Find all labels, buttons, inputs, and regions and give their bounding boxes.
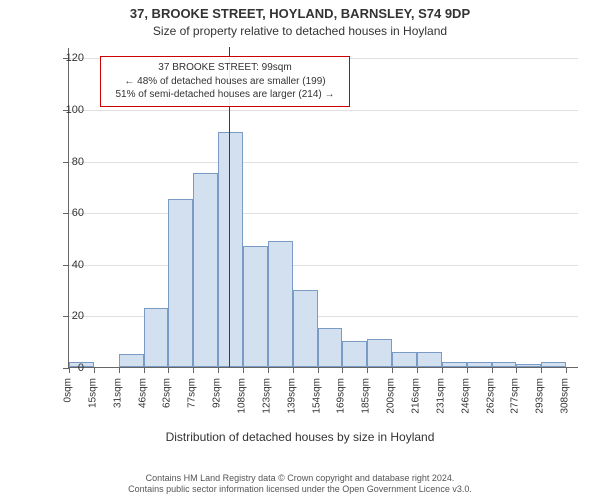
- title-line-2: Size of property relative to detached ho…: [0, 24, 600, 38]
- infobox-line-2: ← 48% of detached houses are smaller (19…: [109, 75, 341, 89]
- infobox-line-3: 51% of semi-detached houses are larger (…: [109, 88, 341, 102]
- x-tick: [492, 367, 493, 373]
- gridline: [69, 213, 578, 214]
- x-tick-label: 31sqm: [112, 378, 123, 408]
- x-tick-label: 185sqm: [361, 378, 372, 414]
- x-tick-label: 231sqm: [435, 378, 446, 414]
- footer-line-1: Contains HM Land Registry data © Crown c…: [0, 473, 600, 485]
- x-tick-label: 62sqm: [162, 378, 173, 408]
- histogram-bar: [243, 246, 268, 367]
- x-tick: [442, 367, 443, 373]
- x-tick-label: 277sqm: [510, 378, 521, 414]
- histogram-bar: [168, 199, 193, 367]
- histogram-bar: [268, 241, 293, 367]
- x-tick: [467, 367, 468, 373]
- x-tick: [541, 367, 542, 373]
- x-tick: [193, 367, 194, 373]
- histogram-bar: [193, 173, 218, 367]
- histogram-bar: [318, 328, 343, 367]
- y-tick-label: 120: [54, 52, 84, 64]
- histogram-bar: [144, 308, 169, 367]
- histogram-bar: [417, 352, 442, 367]
- x-tick: [392, 367, 393, 373]
- x-tick-label: 15sqm: [87, 378, 98, 408]
- x-tick-label: 46sqm: [137, 378, 148, 408]
- gridline: [69, 265, 578, 266]
- x-tick-label: 77sqm: [187, 378, 198, 408]
- x-tick-label: 92sqm: [212, 378, 223, 408]
- histogram-bar: [541, 362, 566, 367]
- histogram-bar: [218, 132, 243, 367]
- x-tick-label: 123sqm: [261, 378, 272, 414]
- x-tick-label: 246sqm: [460, 378, 471, 414]
- x-tick: [119, 367, 120, 373]
- x-tick: [243, 367, 244, 373]
- x-tick: [218, 367, 219, 373]
- y-tick-label: 0: [54, 362, 84, 374]
- footer-attribution: Contains HM Land Registry data © Crown c…: [0, 473, 600, 496]
- info-box: 37 BROOKE STREET: 99sqm ← 48% of detache…: [100, 56, 350, 107]
- x-tick: [144, 367, 145, 373]
- histogram-bar: [516, 364, 541, 367]
- histogram-bar: [293, 290, 318, 367]
- y-tick-label: 100: [54, 104, 84, 116]
- y-tick-label: 40: [54, 259, 84, 271]
- x-tick: [293, 367, 294, 373]
- histogram-bar: [467, 362, 492, 367]
- x-tick-label: 108sqm: [236, 378, 247, 414]
- title-line-1: 37, BROOKE STREET, HOYLAND, BARNSLEY, S7…: [0, 6, 600, 21]
- x-tick-label: 308sqm: [560, 378, 571, 414]
- x-tick-label: 0sqm: [63, 378, 74, 402]
- x-tick: [268, 367, 269, 373]
- gridline: [69, 162, 578, 163]
- infobox-line-1: 37 BROOKE STREET: 99sqm: [109, 61, 341, 75]
- x-tick: [516, 367, 517, 373]
- x-tick-label: 139sqm: [286, 378, 297, 414]
- histogram-bar: [119, 354, 144, 367]
- histogram-bar: [492, 362, 517, 367]
- x-tick: [566, 367, 567, 373]
- y-tick-label: 60: [54, 207, 84, 219]
- x-tick: [94, 367, 95, 373]
- histogram-bar: [342, 341, 367, 367]
- histogram-bar: [392, 352, 417, 367]
- x-tick-label: 216sqm: [410, 378, 421, 414]
- x-tick: [367, 367, 368, 373]
- x-tick-label: 169sqm: [336, 378, 347, 414]
- x-tick-label: 200sqm: [386, 378, 397, 414]
- x-tick: [168, 367, 169, 373]
- x-tick: [318, 367, 319, 373]
- y-tick-label: 20: [54, 310, 84, 322]
- x-tick: [417, 367, 418, 373]
- x-tick-label: 154sqm: [311, 378, 322, 414]
- y-tick-label: 80: [54, 156, 84, 168]
- x-tick-label: 262sqm: [485, 378, 496, 414]
- gridline: [69, 110, 578, 111]
- chart-container: 37, BROOKE STREET, HOYLAND, BARNSLEY, S7…: [0, 0, 600, 500]
- footer-line-2: Contains public sector information licen…: [0, 484, 600, 496]
- histogram-bar: [367, 339, 392, 367]
- x-tick-label: 293sqm: [535, 378, 546, 414]
- x-tick: [342, 367, 343, 373]
- x-axis-label: Distribution of detached houses by size …: [0, 430, 600, 444]
- histogram-bar: [442, 362, 467, 367]
